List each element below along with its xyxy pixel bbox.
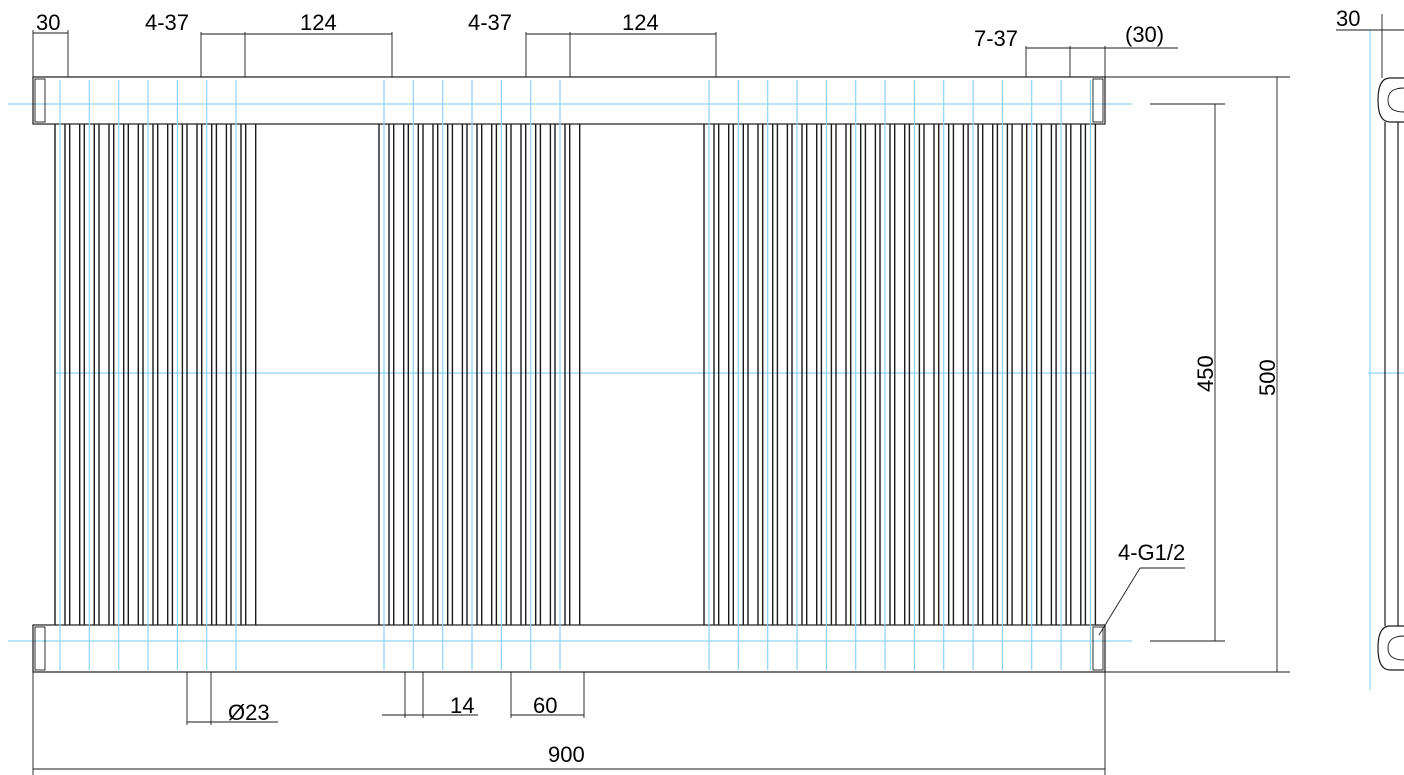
dim-right-spacing: 7-37 (974, 26, 1018, 51)
tube-centerlines (59, 80, 1092, 670)
dim-overall-width: 900 (548, 742, 585, 767)
dim-group-gap: 60 (533, 693, 557, 718)
dim-tube-diameter: Ø23 (228, 700, 270, 725)
side-view-top-header (1377, 77, 1404, 123)
top-dimension-lines (32, 30, 1178, 77)
dim-top-left-30: 30 (36, 10, 60, 35)
bottom-dimension-lines (32, 672, 1106, 775)
dim-group1-spacing: 4-37 (145, 10, 189, 35)
dim-tube-gap: 14 (450, 693, 474, 718)
dim-group2-width: 124 (622, 10, 659, 35)
centerlines (8, 103, 1132, 642)
tubes (54, 124, 1097, 625)
dim-inner-height: 450 (1193, 355, 1218, 392)
side-view (1336, 14, 1404, 690)
dim-right-end: (30) (1125, 22, 1164, 47)
top-left-cap (34, 78, 46, 123)
dimension-texts: 30 4-37 124 4-37 124 7-37 (30) 450 500 4… (36, 6, 1360, 767)
top-right-cap (1092, 78, 1104, 123)
dim-group1-width: 124 (300, 10, 337, 35)
side-view-bottom-bore (1387, 635, 1404, 661)
bottom-left-cap (34, 626, 46, 671)
dim-outer-height: 500 (1255, 359, 1280, 396)
dim-connection: 4-G1/2 (1118, 540, 1185, 565)
leader-line (1098, 567, 1141, 636)
dim-group2-spacing: 4-37 (468, 10, 512, 35)
side-view-top-bore (1387, 87, 1404, 113)
right-dimension-lines (1098, 76, 1290, 673)
dim-side-view-30: 30 (1336, 6, 1360, 31)
side-view-bottom-header (1377, 625, 1404, 671)
bottom-right-cap (1092, 626, 1104, 671)
